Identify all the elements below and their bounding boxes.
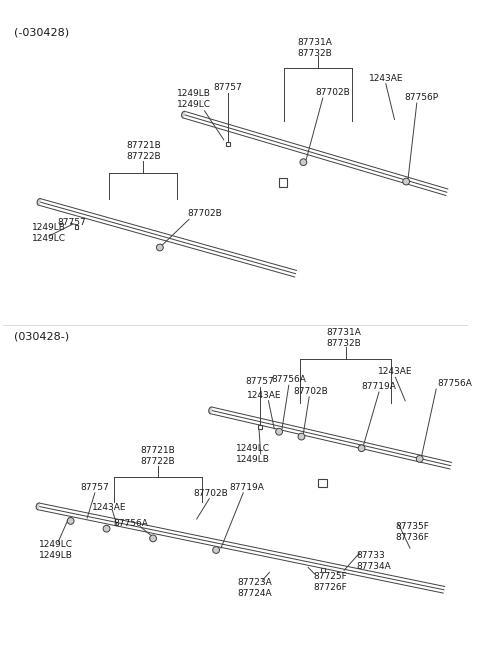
Text: 87723A
87724A: 87723A 87724A bbox=[238, 578, 272, 598]
Text: 87756P: 87756P bbox=[405, 93, 439, 102]
Text: 1249LC
1249LB: 1249LC 1249LB bbox=[236, 444, 270, 464]
Text: 1243AE: 1243AE bbox=[247, 391, 282, 400]
Text: 87719A: 87719A bbox=[230, 483, 264, 492]
Text: 87702B: 87702B bbox=[194, 489, 228, 498]
Circle shape bbox=[156, 244, 163, 251]
Circle shape bbox=[67, 517, 74, 525]
Circle shape bbox=[298, 433, 305, 440]
Text: 87725F
87726F: 87725F 87726F bbox=[313, 572, 347, 592]
Circle shape bbox=[103, 525, 110, 532]
Text: 87757: 87757 bbox=[245, 377, 274, 386]
Polygon shape bbox=[36, 503, 39, 510]
Text: 87702B: 87702B bbox=[187, 210, 222, 218]
Text: 1249LB
1249LC: 1249LB 1249LC bbox=[32, 223, 66, 244]
Circle shape bbox=[416, 455, 423, 462]
Text: 87756A: 87756A bbox=[271, 375, 306, 384]
Polygon shape bbox=[37, 198, 40, 205]
Circle shape bbox=[276, 428, 283, 435]
Text: 87756A: 87756A bbox=[113, 519, 148, 528]
Bar bbox=[74, 225, 78, 229]
Text: 87719A: 87719A bbox=[361, 382, 396, 391]
Text: 1243AE: 1243AE bbox=[378, 367, 413, 377]
Polygon shape bbox=[209, 407, 212, 414]
Text: 87757: 87757 bbox=[213, 83, 242, 92]
Bar bbox=[258, 425, 262, 429]
Circle shape bbox=[403, 178, 409, 185]
Text: 87756A: 87756A bbox=[437, 379, 472, 388]
Bar bbox=[278, 178, 288, 187]
Text: 87721B
87722B: 87721B 87722B bbox=[141, 445, 175, 466]
Text: 87702B: 87702B bbox=[294, 387, 328, 396]
Text: 1243AE: 1243AE bbox=[92, 502, 127, 512]
Circle shape bbox=[300, 159, 307, 166]
Text: 87731A
87732B: 87731A 87732B bbox=[327, 328, 361, 348]
Bar bbox=[318, 479, 327, 487]
Text: 87731A
87732B: 87731A 87732B bbox=[298, 39, 333, 58]
Bar bbox=[321, 569, 324, 572]
Text: 1249LC
1249LB: 1249LC 1249LB bbox=[39, 540, 73, 561]
Circle shape bbox=[150, 535, 156, 542]
Text: 87757: 87757 bbox=[57, 218, 86, 227]
Polygon shape bbox=[181, 111, 185, 118]
Text: 87721B
87722B: 87721B 87722B bbox=[126, 141, 161, 161]
Bar bbox=[226, 142, 229, 145]
Circle shape bbox=[213, 547, 219, 553]
Text: 87757: 87757 bbox=[81, 483, 109, 492]
Text: 1249LB
1249LC: 1249LB 1249LC bbox=[177, 89, 211, 109]
Text: (030428-): (030428-) bbox=[14, 332, 70, 342]
Text: 87702B: 87702B bbox=[315, 88, 350, 97]
Text: 87735F
87736F: 87735F 87736F bbox=[396, 522, 429, 542]
Circle shape bbox=[358, 445, 365, 451]
Text: 1243AE: 1243AE bbox=[369, 73, 403, 83]
Text: 87733
87734A: 87733 87734A bbox=[357, 551, 391, 571]
Text: (-030428): (-030428) bbox=[14, 28, 70, 37]
